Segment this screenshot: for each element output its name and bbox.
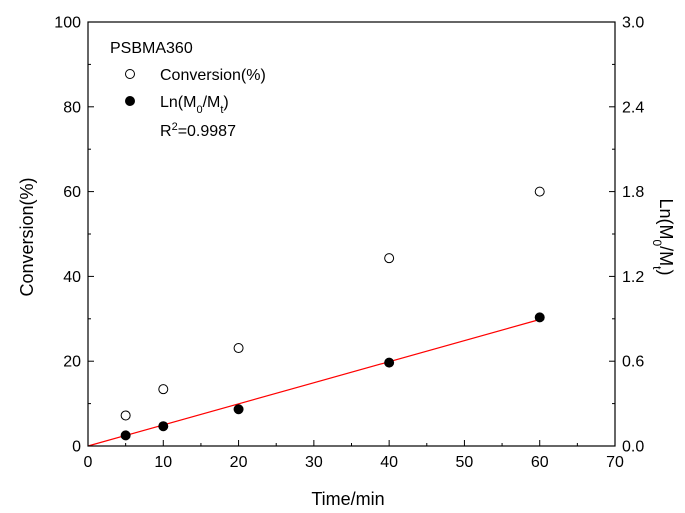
point-conversion [233, 343, 244, 354]
y-tick-label: 40 [63, 269, 81, 286]
fit-line-group [87, 318, 540, 447]
tick-labels: 0 10 20 30 40 50 60 70 0 20 40 60 80 100 0.0 0.6 1.2 1.8 2… [54, 15, 644, 472]
point-conversion [534, 186, 545, 197]
legend-r-squared: R2=0.9987 [160, 121, 236, 140]
x-tick-label: 50 [456, 454, 474, 471]
x-tick-label: 60 [531, 454, 549, 471]
y-tick-label: 20 [63, 354, 81, 371]
y-tick-label: 100 [54, 15, 81, 32]
y2-tick-label: 2.4 [622, 99, 644, 116]
x-tick-label: 70 [606, 454, 624, 471]
x-tick-label: 10 [154, 454, 172, 471]
data-points [120, 186, 545, 441]
point-ln-ratio [233, 404, 244, 415]
point-ln-ratio [120, 430, 131, 441]
legend-header: PSBMA360 [110, 40, 193, 57]
fit-line [87, 318, 540, 447]
x-axis-title: Time/min [311, 489, 384, 509]
y-tick-label: 80 [63, 99, 81, 116]
point-ln-ratio [384, 357, 395, 368]
legend-label-conversion: Conversion(%) [160, 67, 266, 84]
x-tick-label: 20 [230, 454, 248, 471]
y2-tick-label: 1.8 [622, 184, 644, 201]
ticks [87, 21, 616, 447]
legend-marker-ln [125, 96, 135, 106]
legend: PSBMA360 Conversion(%) Ln(M0/Mt) R2=0.99… [110, 40, 266, 140]
legend-marker-conversion [125, 69, 135, 79]
y2-tick-label: 0.6 [622, 354, 644, 371]
x-tick-label: 30 [305, 454, 323, 471]
y2-tick-label: 1.2 [622, 269, 644, 286]
legend-label-ln: Ln(M0/Mt) [160, 94, 229, 116]
y-tick-label: 60 [63, 184, 81, 201]
y2-tick-label: 3.0 [622, 15, 644, 32]
x-tick-label: 0 [84, 454, 93, 471]
x-tick-label: 40 [380, 454, 398, 471]
y-tick-label: 0 [72, 439, 81, 456]
point-conversion [158, 384, 169, 395]
y2-tick-label: 0.0 [622, 439, 644, 456]
point-ln-ratio [534, 312, 545, 323]
plot-frame [87, 21, 616, 447]
y2-axis-title: Ln(M0/Mt) [650, 198, 676, 275]
point-ln-ratio [158, 421, 169, 432]
y-axis-title: Conversion(%) [17, 177, 37, 296]
point-conversion [384, 253, 395, 264]
point-conversion [120, 410, 131, 421]
